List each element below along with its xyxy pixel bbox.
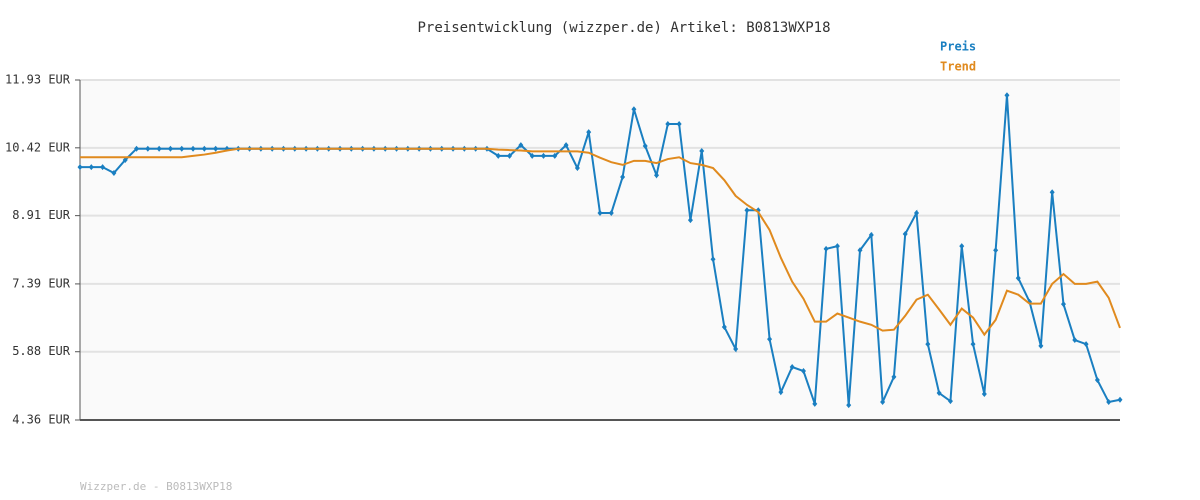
data-point	[767, 336, 773, 343]
data-point	[88, 164, 94, 171]
chart-title: Preisentwicklung (wizzper.de) Artikel: B…	[417, 20, 830, 36]
data-point	[608, 209, 614, 216]
data-point	[687, 217, 693, 224]
y-tick-label: 11.93 EUR	[5, 73, 71, 87]
data-point	[574, 165, 580, 172]
data-point	[111, 169, 117, 176]
data-point	[914, 209, 920, 216]
data-point	[518, 142, 524, 149]
data-point	[145, 145, 151, 152]
data-point	[902, 231, 908, 238]
data-point	[654, 172, 660, 179]
data-point	[134, 145, 140, 152]
data-point	[631, 106, 637, 113]
data-point	[1083, 341, 1089, 348]
data-point	[156, 145, 162, 152]
series-line	[80, 147, 1121, 337]
data-point	[947, 398, 953, 405]
data-point	[1060, 301, 1066, 308]
y-tick-label: 10.42 EUR	[5, 140, 71, 154]
y-tick-label: 7.39 EUR	[12, 276, 71, 290]
data-point	[981, 390, 987, 397]
data-point	[1004, 92, 1010, 99]
y-tick-label: 4.36 EUR	[12, 413, 71, 427]
data-point	[495, 152, 501, 159]
data-point	[778, 389, 784, 396]
data-point	[507, 152, 513, 159]
data-point	[993, 247, 999, 254]
data-point	[77, 164, 83, 171]
data-point	[190, 145, 196, 152]
data-point	[959, 243, 965, 250]
data-point	[179, 145, 185, 152]
data-point	[620, 174, 626, 181]
data-point	[823, 245, 829, 252]
data-point	[597, 209, 603, 216]
data-point	[880, 399, 886, 406]
data-point	[868, 231, 874, 238]
data-point	[1072, 337, 1078, 344]
data-point	[1038, 342, 1044, 349]
data-point	[201, 145, 207, 152]
data-point	[642, 143, 648, 150]
data-point	[733, 346, 739, 353]
data-point	[846, 402, 852, 409]
data-point	[970, 341, 976, 348]
data-point	[1015, 275, 1021, 282]
data-point	[1094, 377, 1100, 384]
data-point	[665, 121, 671, 128]
data-point	[1117, 396, 1123, 403]
data-point	[925, 341, 931, 348]
plot-area	[80, 80, 1120, 420]
data-point	[710, 256, 716, 263]
data-point	[699, 147, 705, 154]
data-point	[540, 152, 546, 159]
data-point	[563, 142, 569, 149]
data-point	[812, 400, 818, 407]
data-point	[676, 121, 682, 128]
y-tick-label: 5.88 EUR	[12, 344, 71, 358]
data-point	[122, 156, 128, 163]
data-point	[552, 152, 558, 159]
data-point	[789, 364, 795, 371]
data-point	[744, 207, 750, 214]
data-point	[1049, 189, 1055, 196]
data-point	[100, 164, 106, 171]
data-point	[857, 247, 863, 254]
data-point	[891, 373, 897, 380]
data-point	[1106, 399, 1112, 406]
data-point	[936, 390, 942, 397]
data-point	[800, 368, 806, 375]
data-point	[586, 129, 592, 136]
data-point	[213, 145, 219, 152]
footer: Wizzper.de - B0813WXP18	[80, 480, 232, 493]
legend-entry: Trend	[940, 60, 976, 74]
data-point	[721, 324, 727, 331]
data-point	[167, 145, 173, 152]
data-point	[834, 243, 840, 250]
data-point	[529, 152, 535, 159]
y-tick-label: 8.91 EUR	[12, 208, 71, 222]
legend-entry: Preis	[940, 40, 976, 54]
